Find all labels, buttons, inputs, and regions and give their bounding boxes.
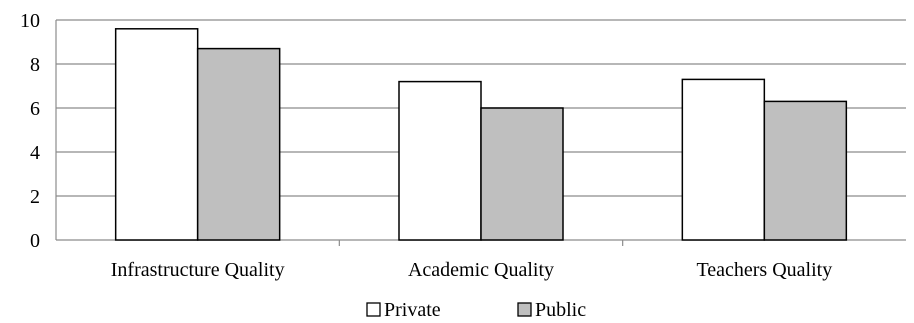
x-category-label: Infrastructure Quality — [111, 259, 285, 281]
y-tick-label: 8 — [30, 54, 40, 76]
y-tick-label: 0 — [30, 230, 40, 252]
bars — [114, 28, 848, 241]
y-tick-label: 4 — [30, 142, 40, 164]
legend-label-private: Private — [384, 299, 441, 321]
bar-public-1 — [480, 107, 564, 241]
bar-private-1 — [398, 80, 482, 241]
y-tick-label: 10 — [20, 10, 40, 32]
legend: Private Public — [366, 299, 586, 321]
y-tick-label: 2 — [30, 186, 40, 208]
y-tick-label: 6 — [30, 98, 40, 120]
x-category-label: Teachers Quality — [696, 259, 832, 281]
bar-public-0 — [196, 47, 281, 241]
x-category-labels: Infrastructure Quality Academic Quality Te… — [111, 259, 832, 281]
x-category-label: Academic Quality — [408, 259, 554, 281]
y-tick-labels: 0 2 4 6 8 10 — [20, 10, 40, 252]
bar-public-2 — [763, 100, 848, 241]
legend-swatch-private — [366, 302, 381, 317]
legend-label-public: Public — [535, 299, 586, 321]
legend-swatch-public — [517, 302, 532, 317]
bar-private-0 — [114, 28, 199, 241]
bar-private-2 — [681, 78, 766, 241]
